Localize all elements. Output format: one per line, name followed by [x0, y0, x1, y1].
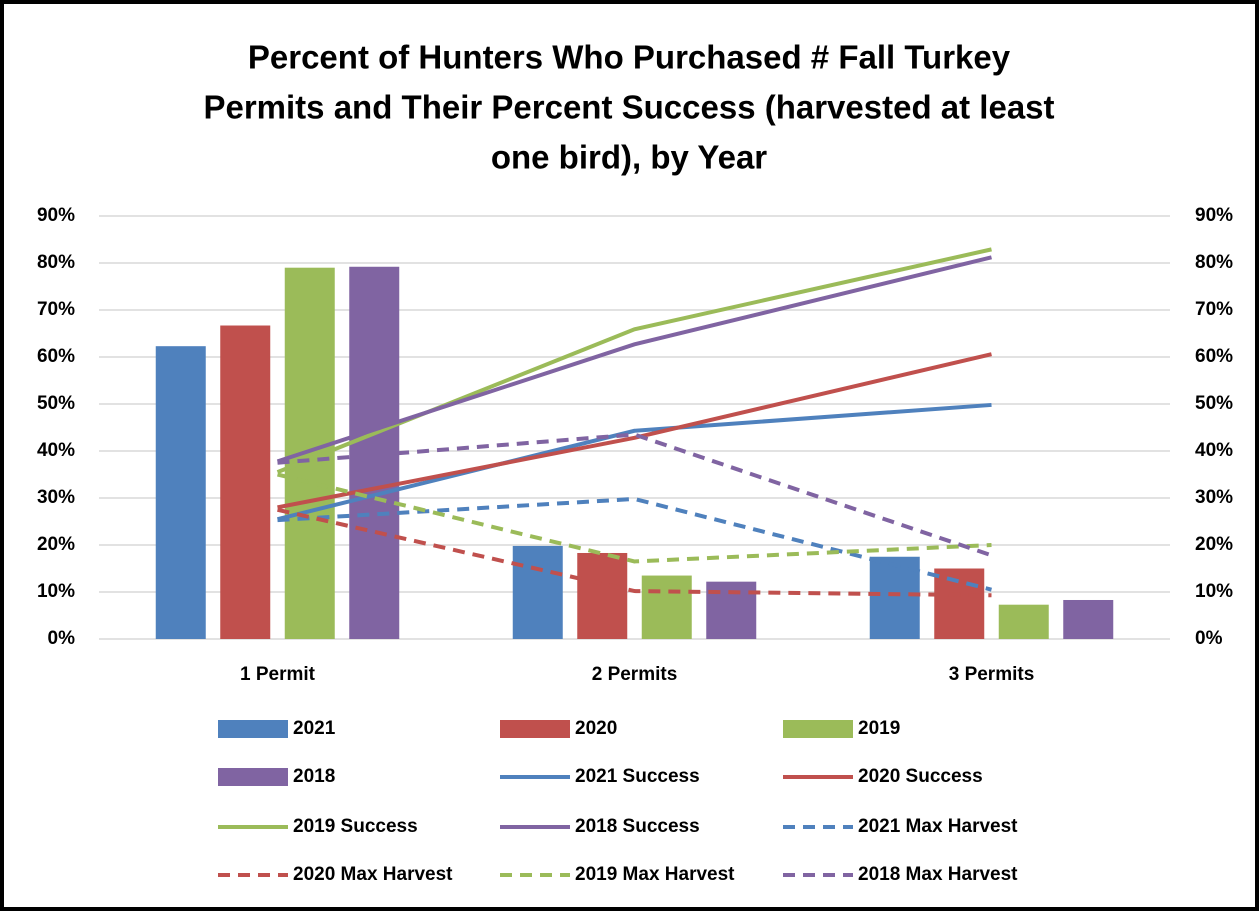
x-tick-label: 2 Permits — [592, 664, 678, 685]
y-tick-label: 70% — [37, 299, 75, 320]
line — [276, 247, 992, 475]
bar — [155, 346, 206, 639]
legend-swatch — [500, 720, 570, 738]
legend-label: 2019 Max Harvest — [575, 864, 735, 885]
line — [277, 507, 992, 598]
y-tick-label: 80% — [37, 252, 75, 273]
bar — [512, 545, 563, 639]
y2-tick-label: 50% — [1195, 393, 1233, 414]
line — [277, 472, 992, 564]
legend-swatch — [783, 720, 853, 738]
bar — [577, 552, 628, 639]
line — [277, 496, 992, 592]
legend-label: 2021 Max Harvest — [858, 816, 1018, 837]
legend-label: 2021 — [293, 718, 336, 739]
legend-label: 2018 Max Harvest — [858, 864, 1018, 885]
y-tick-label: 20% — [37, 534, 75, 555]
bar — [998, 604, 1049, 639]
legend-label: 2020 Success — [858, 766, 983, 787]
chart-title: one bird), by Year — [491, 139, 767, 176]
legend-label: 2019 — [858, 718, 900, 739]
legend-label: 2020 — [575, 718, 617, 739]
y-tick-label: 30% — [37, 487, 75, 508]
y2-tick-label: 80% — [1195, 252, 1233, 273]
bar — [641, 575, 692, 639]
x-tick-label: 1 Permit — [240, 664, 316, 685]
bar — [934, 568, 985, 639]
y-tick-label: 0% — [48, 628, 76, 649]
y-tick-label: 40% — [37, 440, 75, 461]
bar — [1063, 599, 1114, 639]
bar — [349, 266, 400, 639]
legend-label: 2019 Success — [293, 816, 418, 837]
line — [277, 432, 993, 558]
legend-label: 2021 Success — [575, 766, 700, 787]
y2-tick-label: 0% — [1195, 628, 1223, 649]
chart-title: Percent of Hunters Who Purchased # Fall … — [248, 39, 1011, 76]
y2-tick-label: 70% — [1195, 299, 1233, 320]
chart-title: Permits and Their Percent Success (harve… — [203, 89, 1054, 126]
x-tick-label: 3 Permits — [949, 664, 1035, 685]
y2-tick-label: 60% — [1195, 346, 1233, 367]
legend-label: 2018 Success — [575, 816, 700, 837]
legend-label: 2020 Max Harvest — [293, 864, 453, 885]
y-tick-label: 60% — [37, 346, 75, 367]
y2-tick-label: 10% — [1195, 581, 1233, 602]
y-tick-label: 50% — [37, 393, 75, 414]
y-tick-label: 10% — [37, 581, 75, 602]
legend-swatch — [218, 768, 288, 786]
legend-swatch — [218, 720, 288, 738]
bar — [220, 325, 271, 639]
line — [277, 352, 992, 510]
y2-tick-label: 30% — [1195, 487, 1233, 508]
y-tick-label: 90% — [37, 205, 75, 226]
y2-tick-label: 90% — [1195, 205, 1233, 226]
line — [277, 402, 992, 522]
line — [276, 255, 992, 464]
legend-label: 2018 — [293, 766, 335, 787]
y2-tick-label: 20% — [1195, 534, 1233, 555]
y2-tick-label: 40% — [1195, 440, 1233, 461]
